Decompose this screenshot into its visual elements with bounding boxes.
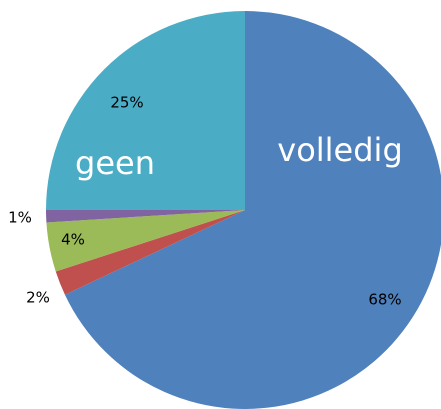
pie-slice <box>46 210 245 272</box>
category-label: geen <box>75 144 155 182</box>
pie-slice <box>46 210 245 223</box>
value-label: 25% <box>110 94 143 112</box>
value-label: 1% <box>8 209 32 227</box>
pie-slice <box>55 210 246 295</box>
value-label: 2% <box>26 289 50 307</box>
pie-slice <box>64 11 441 409</box>
value-label: 68% <box>368 291 401 309</box>
pie-slice <box>46 11 245 210</box>
value-label: 4% <box>61 231 85 249</box>
category-label: volledig <box>277 131 403 169</box>
